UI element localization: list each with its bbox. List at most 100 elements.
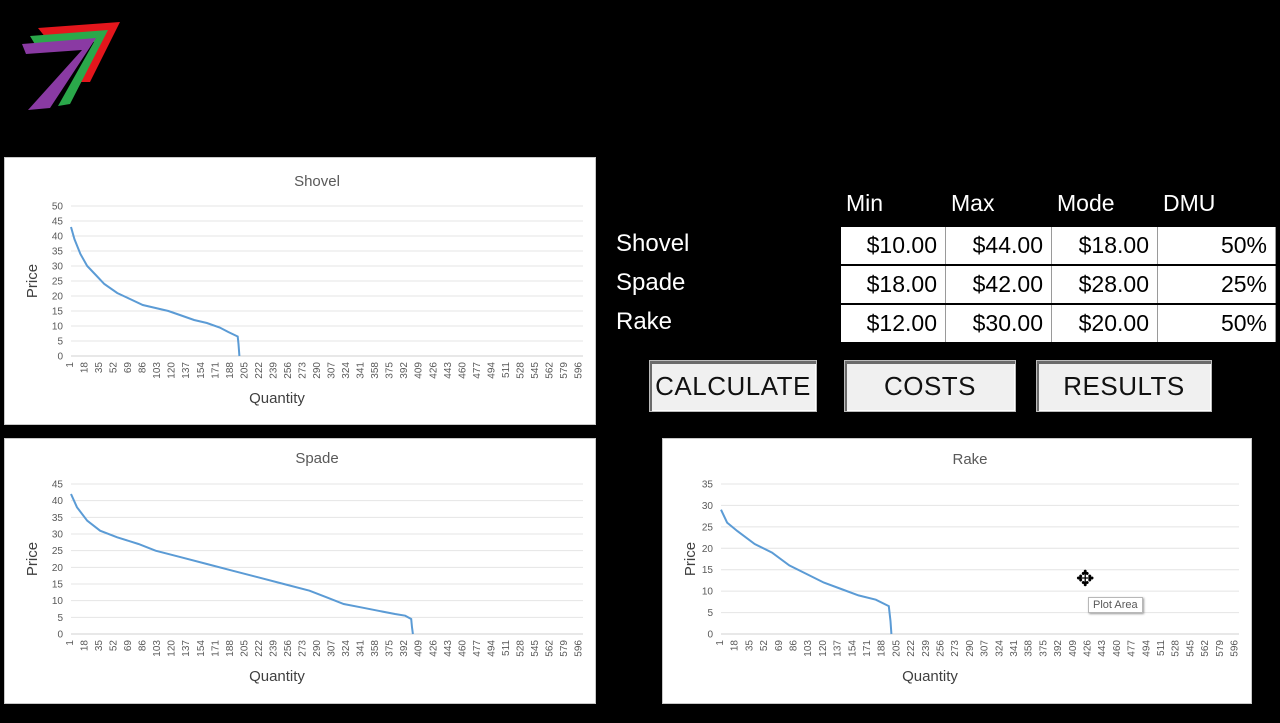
x-tick-label: 222: [254, 640, 265, 657]
x-tick-label: 120: [818, 640, 829, 657]
x-tick-label: 375: [385, 362, 396, 379]
x-axis-label: Quantity: [249, 390, 305, 407]
chart-spade[interactable]: Spade 0 5 10 15 20 25 30 35 40 45 1 18 35 52 69 86 103 120…: [4, 438, 596, 704]
x-tick-label: 120: [167, 362, 178, 379]
chart-shovel[interactable]: Shovel 0 5 10 15 20 25 30 35 40 45 50 1 18 35 52 69 86 103…: [4, 157, 596, 425]
x-tick-label: 69: [774, 640, 785, 652]
y-tick-label: 50: [52, 202, 64, 213]
y-tick-label: 20: [52, 292, 64, 303]
cell-shovel-mode[interactable]: $18.00: [1052, 227, 1158, 264]
chart-rake[interactable]: Rake 0 5 10 15 20 25 30 35 1 18 35 52 69 86 103 120 137 15…: [662, 438, 1252, 704]
series-line: [70, 493, 414, 635]
x-tick-label: 273: [297, 362, 308, 379]
x-tick-label: 579: [559, 362, 570, 379]
y-tick-label: 10: [702, 587, 714, 598]
x-tick-label: 86: [138, 640, 149, 652]
x-tick-label: 137: [181, 362, 192, 379]
y-tick-label: 35: [52, 513, 64, 524]
cell-spade-mode[interactable]: $28.00: [1052, 266, 1158, 303]
x-tick-label: 35: [94, 640, 105, 652]
x-tick-label: 239: [921, 640, 932, 657]
x-tick-label: 562: [545, 362, 556, 379]
x-tick-label: 477: [472, 640, 483, 657]
x-tick-label: 358: [370, 640, 381, 657]
x-tick-label: 528: [1171, 640, 1182, 657]
y-tick-label: 30: [52, 530, 64, 541]
x-tick-label: 137: [181, 640, 192, 657]
x-tick-label: 545: [530, 362, 541, 379]
x-tick-label: 392: [1053, 640, 1064, 657]
row-label-spade: Spade: [616, 269, 686, 296]
x-tick-label: 562: [1200, 640, 1211, 657]
calculate-button[interactable]: CALCULATE: [649, 360, 817, 412]
y-tick-label: 0: [57, 630, 63, 641]
cell-spade-max[interactable]: $42.00: [946, 266, 1052, 303]
x-tick-label: 290: [312, 362, 323, 379]
header-dmu: DMU: [1163, 190, 1216, 216]
x-axis-label: Quantity: [902, 668, 958, 685]
x-tick-label: 239: [268, 362, 279, 379]
x-tick-label: 18: [730, 640, 741, 652]
x-tick-label: 290: [965, 640, 976, 657]
x-tick-label: 239: [268, 640, 279, 657]
x-tick-label: 494: [1141, 640, 1152, 657]
x-axis-label: Quantity: [249, 668, 305, 685]
x-tick-label: 528: [515, 362, 526, 379]
x-tick-label: 443: [443, 362, 454, 379]
x-tick-label: 290: [312, 640, 323, 657]
x-tick-label: 103: [152, 640, 163, 657]
x-tick-label: 341: [356, 362, 367, 379]
x-tick-label: 511: [1156, 640, 1167, 656]
header-mode: Mode: [1057, 190, 1115, 216]
y-tick-label: 0: [707, 630, 713, 641]
series-line: [720, 509, 893, 635]
x-tick-label: 409: [414, 640, 425, 657]
x-tick-label: 256: [936, 640, 947, 657]
cell-spade-min[interactable]: $18.00: [841, 266, 946, 303]
cell-rake-mode[interactable]: $20.00: [1052, 305, 1158, 342]
x-tick-label: 528: [515, 640, 526, 657]
x-tick-label: 222: [906, 640, 917, 657]
cell-shovel-max[interactable]: $44.00: [946, 227, 1052, 264]
costs-button[interactable]: COSTS: [844, 360, 1016, 412]
y-tick-label: 25: [52, 277, 64, 288]
x-tick-label: 392: [399, 640, 410, 657]
x-tick-label: 545: [1185, 640, 1196, 657]
y-tick-label: 40: [52, 232, 64, 243]
cell-shovel-min[interactable]: $10.00: [841, 227, 946, 264]
x-tick-label: 426: [428, 640, 439, 657]
x-tick-label: 52: [759, 640, 770, 652]
x-tick-label: 205: [239, 640, 250, 657]
cell-shovel-dmu[interactable]: 50%: [1158, 227, 1276, 264]
x-tick-label: 137: [833, 640, 844, 657]
cell-rake-min[interactable]: $12.00: [841, 305, 946, 342]
x-tick-label: 494: [486, 362, 497, 379]
x-tick-label: 307: [327, 362, 338, 379]
results-button[interactable]: RESULTS: [1036, 360, 1212, 412]
cell-spade-dmu[interactable]: 25%: [1158, 266, 1276, 303]
x-tick-label: 443: [1097, 640, 1108, 657]
cell-rake-dmu[interactable]: 50%: [1158, 305, 1276, 342]
x-tick-label: 154: [196, 362, 207, 379]
x-tick-label: 324: [341, 362, 352, 379]
x-tick-label: 426: [428, 362, 439, 379]
x-tick-label: 460: [457, 362, 468, 379]
y-tick-label: 45: [52, 217, 64, 228]
y-tick-label: 35: [52, 247, 64, 258]
move-cursor-icon: ✥: [1076, 566, 1095, 591]
cell-rake-max[interactable]: $30.00: [946, 305, 1052, 342]
y-axis-label: Price: [682, 542, 699, 576]
x-tick-label: 579: [559, 640, 570, 657]
x-tick-label: 1: [65, 640, 76, 646]
x-tick-label: 375: [385, 640, 396, 657]
row-label-shovel: Shovel: [616, 230, 690, 257]
x-tick-label: 596: [574, 362, 585, 379]
x-tick-label: 511: [501, 362, 512, 378]
y-tick-label: 45: [52, 480, 64, 491]
x-tick-label: 18: [80, 640, 91, 652]
x-tick-label: 307: [327, 640, 338, 657]
x-tick-label: 460: [1112, 640, 1123, 657]
x-tick-label: 409: [414, 362, 425, 379]
x-tick-label: 358: [1024, 640, 1035, 657]
